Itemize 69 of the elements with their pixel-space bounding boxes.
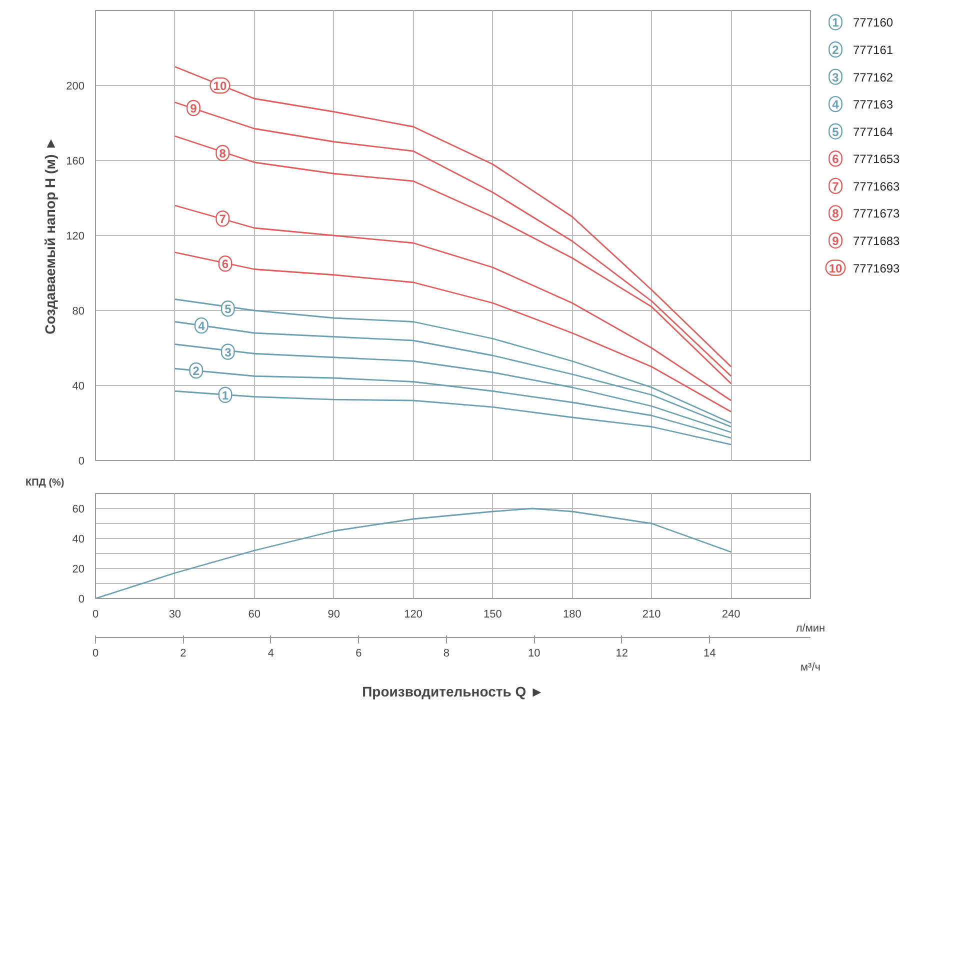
x2-tick-label: 8 [443,648,450,660]
x-tick-label: 30 [168,608,182,620]
legend-label: 777164 [853,124,894,139]
x-tick-label: 120 [404,608,422,620]
legend-label: 7771683 [853,234,900,248]
text: 5 [832,124,839,139]
y-tick-label: 40 [72,380,85,392]
x-tick-label: 240 [722,608,740,620]
x2-tick-label: 6 [356,648,362,660]
x-tick-label: 0 [92,608,99,620]
x-axis-title: Производительность Q ► [362,684,544,700]
annotation: 8 [219,146,226,160]
text: 8 [832,206,839,221]
line-series [96,508,732,598]
y-tick-label: 20 [72,564,85,576]
text: л/мин [796,622,826,634]
x-tick-label: 150 [484,608,502,620]
annotation: 5 [224,302,232,316]
legend-label: 7771673 [853,206,900,221]
x-tick-label: 60 [248,608,261,620]
text: 4 [832,98,839,112]
y-tick-label: 80 [72,306,85,318]
annotation: 9 [190,102,198,116]
legend-label: 777160 [853,16,894,30]
annotation: 7 [219,212,226,226]
text: 10 [828,261,842,276]
line-series [174,390,732,446]
y-axis-title: Создаваемый напор H (м) ► [42,136,58,334]
x-tick-label: 180 [562,608,582,620]
legend-label: 7771663 [853,179,900,194]
annotation: 6 [222,257,229,272]
annotation: 10 [213,79,227,93]
line-series [174,252,732,412]
text: 7 [832,179,839,194]
legend-label: 777161 [853,43,894,58]
annotation: 2 [192,364,200,378]
text: 6 [832,152,839,166]
y-tick-label: 0 [78,594,85,606]
y-tick-label: 120 [66,230,85,242]
line-series [174,321,732,428]
legend-label: 777163 [853,98,894,112]
text: 9 [832,234,839,248]
legend-label: 7771653 [853,152,900,166]
annotation: 3 [224,345,232,360]
x2-tick-label: 4 [268,648,274,660]
text: 1 [832,16,839,30]
line-series [174,204,732,402]
x2-tick-label: 14 [703,648,716,660]
legend-label: 7771693 [853,261,900,276]
annotation: 4 [198,319,206,333]
legend-label: 777162 [853,70,894,84]
annotation: 1 [222,388,229,402]
x2-tick-label: 2 [180,648,186,660]
x2-tick-label: 0 [92,648,99,660]
y-tick-label: 40 [72,534,85,546]
x2-tick-label: 12 [616,648,628,660]
y-tick-label: 160 [66,156,85,168]
x2-tick-label: 10 [528,648,540,660]
y-axis-title: КПД (%) [26,478,64,488]
y-tick-label: 60 [72,504,85,516]
y-tick-label: 0 [78,456,85,468]
text: м³/ч [800,662,821,674]
y-tick-label: 200 [66,80,85,92]
x-tick-label: 210 [642,608,661,620]
text: 2 [832,43,839,58]
line-series [174,298,732,424]
text: 3 [832,70,839,84]
line-series [174,344,732,434]
x-tick-label: 90 [328,608,340,620]
